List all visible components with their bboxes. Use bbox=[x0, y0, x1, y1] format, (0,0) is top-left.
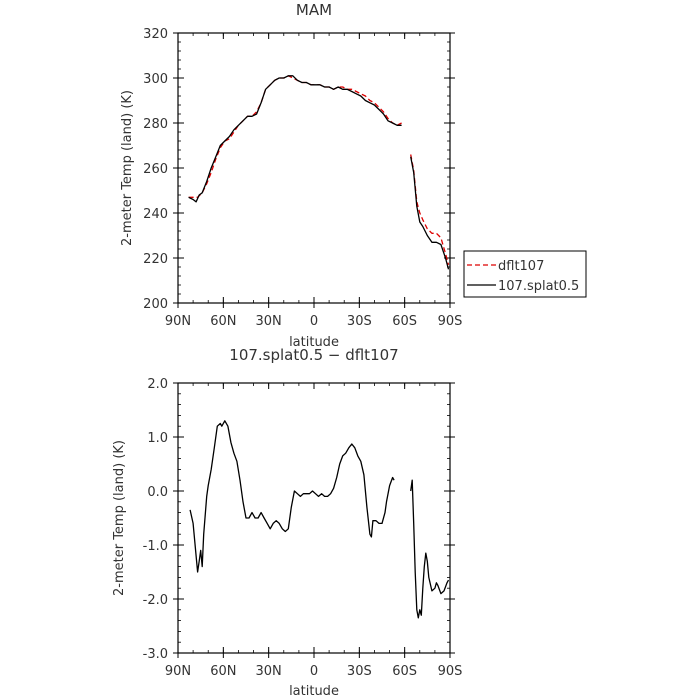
legend-box bbox=[463, 250, 587, 298]
top-chart-series-1-line bbox=[410, 154, 450, 265]
top-chart-xtick-label: 60N bbox=[210, 314, 236, 329]
bottom-chart-series-1-line bbox=[410, 479, 450, 619]
legend-label-splat: 107.splat0.5 bbox=[498, 279, 579, 294]
bottom-chart-ytick-label: -2.0 bbox=[143, 593, 168, 608]
top-chart-tick-labels: 90N 60N 30N 0 30S 60S 90S 200 220 240 260 280 300 320 bbox=[143, 27, 462, 329]
top-chart-series bbox=[188, 75, 450, 270]
top-chart-series-1-line bbox=[188, 75, 402, 198]
bottom-chart-ticks bbox=[173, 382, 455, 658]
top-chart-xtick-label: 60S bbox=[392, 314, 417, 329]
bottom-chart: 107.splat0.5 − dflt107 90N 60N 30N 0 30S 60S 9… bbox=[112, 346, 462, 699]
top-chart-ytick-label: 240 bbox=[143, 207, 168, 222]
bottom-chart-plot-frame bbox=[177, 382, 451, 654]
top-chart-series-2-line bbox=[410, 156, 450, 270]
top-chart-series-2-line bbox=[188, 75, 402, 203]
top-chart-xtick-label: 30S bbox=[347, 314, 372, 329]
top-chart: MAM 90N 60N 30N 0 30S 60S 90S 200 220 240 260 280 30… bbox=[120, 1, 587, 350]
top-chart-xtick-label: 90S bbox=[438, 314, 463, 329]
top-chart-xtick-label: 30N bbox=[256, 314, 282, 329]
top-chart-xtick-label: 90N bbox=[165, 314, 191, 329]
bottom-chart-xtick-label: 90S bbox=[438, 664, 463, 679]
bottom-chart-ytick-label: -1.0 bbox=[143, 539, 168, 554]
bottom-chart-xtick-label: 0 bbox=[310, 664, 318, 679]
bottom-chart-series bbox=[189, 420, 450, 619]
bottom-chart-ylabel: 2-meter Temp (land) (K) bbox=[112, 440, 127, 596]
bottom-chart-xtick-label: 90N bbox=[165, 664, 191, 679]
top-chart-xtick-label: 0 bbox=[310, 314, 318, 329]
legend-label-dflt107: dflt107 bbox=[498, 259, 544, 274]
top-chart-ytick-label: 220 bbox=[143, 252, 168, 267]
top-chart-xlabel: latitude bbox=[289, 335, 339, 350]
bottom-chart-xlabel: latitude bbox=[289, 684, 339, 699]
top-chart-ytick-label: 260 bbox=[143, 162, 168, 177]
top-chart-ytick-label: 300 bbox=[143, 72, 168, 87]
bottom-chart-ytick-label: 0.0 bbox=[147, 485, 168, 500]
bottom-chart-xtick-label: 60N bbox=[210, 664, 236, 679]
top-chart-ytick-label: 280 bbox=[143, 117, 168, 132]
bottom-chart-ytick-label: 2.0 bbox=[147, 377, 168, 392]
top-chart-plot-frame bbox=[177, 32, 451, 304]
top-chart-legend: dflt107 107.splat0.5 bbox=[463, 250, 587, 298]
bottom-chart-ytick-label: -3.0 bbox=[143, 647, 168, 662]
top-chart-ytick-label: 200 bbox=[143, 297, 168, 312]
bottom-chart-series-1-line bbox=[189, 420, 395, 573]
bottom-chart-title: 107.splat0.5 − dflt107 bbox=[229, 346, 398, 364]
bottom-chart-tick-labels: 90N 60N 30N 0 30S 60S 90S -3.0 -2.0 -1.0 0.0 1.0 2.0 bbox=[143, 377, 463, 679]
bottom-chart-xtick-label: 60S bbox=[392, 664, 417, 679]
bottom-chart-ytick-label: 1.0 bbox=[147, 431, 168, 446]
top-chart-title: MAM bbox=[296, 1, 332, 19]
top-chart-ylabel: 2-meter Temp (land) (K) bbox=[120, 90, 135, 246]
top-chart-ytick-label: 320 bbox=[143, 27, 168, 42]
bottom-chart-xtick-label: 30N bbox=[256, 664, 282, 679]
bottom-chart-xtick-label: 30S bbox=[347, 664, 372, 679]
